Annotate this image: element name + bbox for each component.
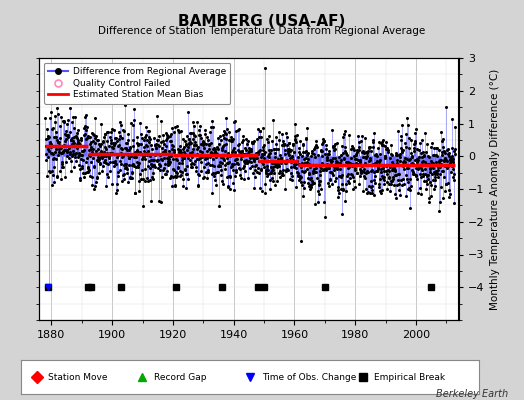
Text: Time of Obs. Change: Time of Obs. Change xyxy=(261,372,356,382)
Text: Empirical Break: Empirical Break xyxy=(374,372,445,382)
Y-axis label: Monthly Temperature Anomaly Difference (°C): Monthly Temperature Anomaly Difference (… xyxy=(490,68,500,310)
Legend: Difference from Regional Average, Quality Control Failed, Estimated Station Mean: Difference from Regional Average, Qualit… xyxy=(44,62,231,104)
Text: BAMBERG (USA-AF): BAMBERG (USA-AF) xyxy=(178,14,346,29)
Text: Record Gap: Record Gap xyxy=(154,372,206,382)
Text: Station Move: Station Move xyxy=(49,372,108,382)
Text: Berkeley Earth: Berkeley Earth xyxy=(436,389,508,399)
Text: Difference of Station Temperature Data from Regional Average: Difference of Station Temperature Data f… xyxy=(99,26,425,36)
